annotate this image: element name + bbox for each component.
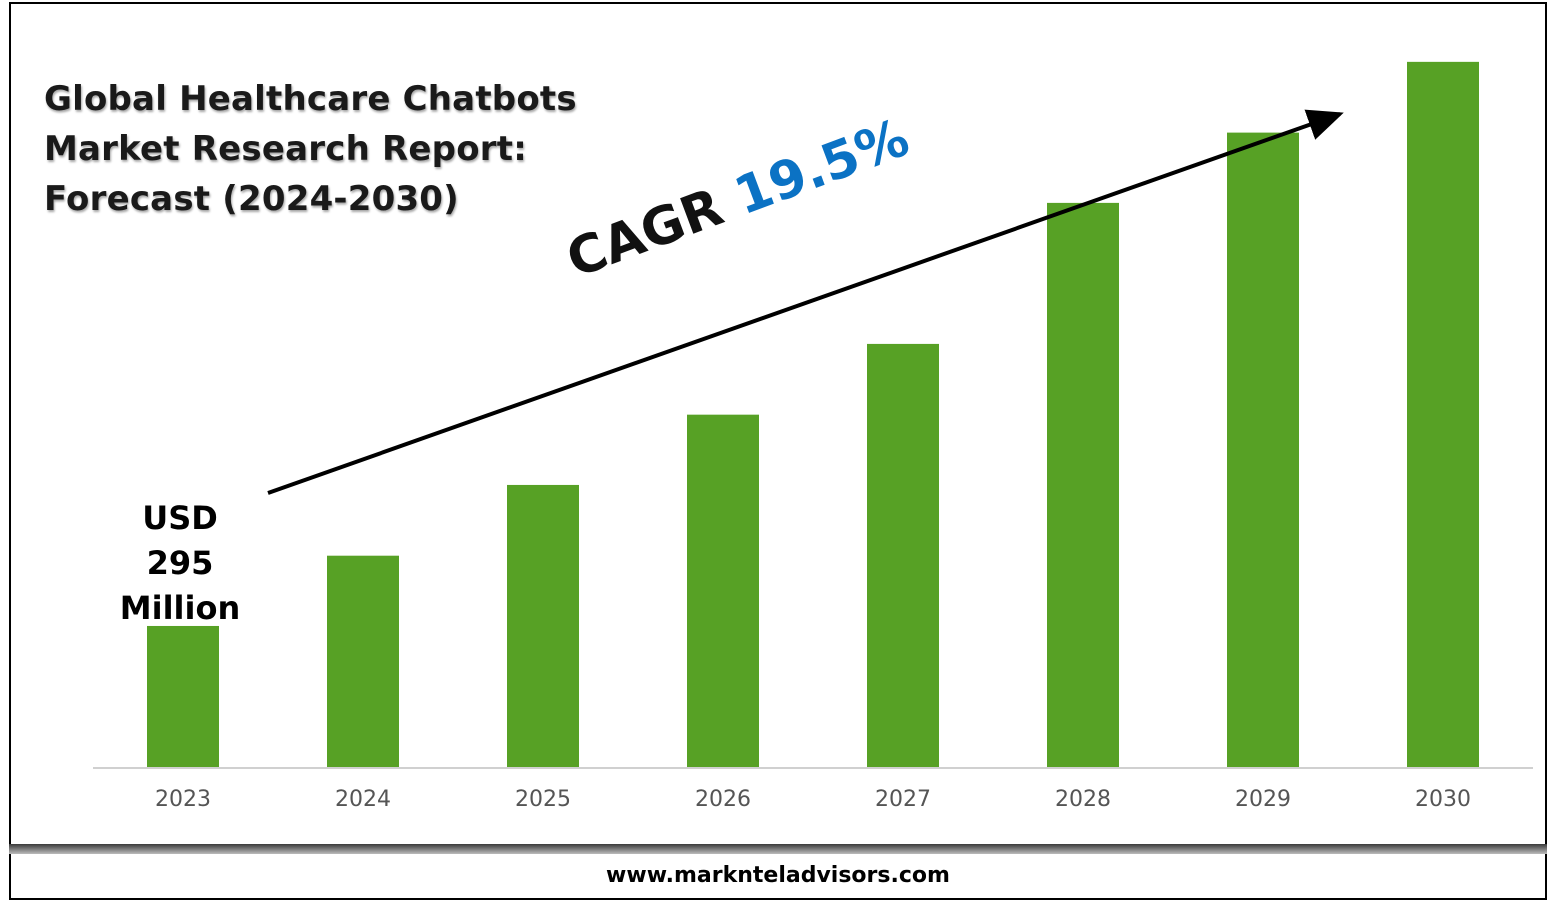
bar-2028 [1047, 202, 1119, 768]
bar-2030 [1407, 61, 1479, 767]
first-value-annotation-text: USD 295 Million [119, 499, 241, 627]
growth-arrow [267, 109, 1344, 495]
footer-url: www.marknteladvisors.com [606, 863, 950, 888]
x-tick-label-2025: 2025 [515, 787, 571, 812]
bar-2023 [147, 625, 219, 767]
bar-2026 [687, 414, 759, 767]
x-tick-label-2030: 2030 [1415, 787, 1471, 812]
bar-2024 [327, 555, 399, 767]
bar-2029 [1227, 132, 1299, 767]
bar-2025 [507, 484, 579, 767]
first-value-annotation: USD 295 Million [95, 496, 265, 631]
footer-divider [9, 844, 1547, 854]
x-tick-label-2026: 2026 [695, 787, 751, 812]
x-tick-label-2027: 2027 [875, 787, 931, 812]
x-tick-label-2024: 2024 [335, 787, 391, 812]
x-tick-label-2023: 2023 [155, 787, 211, 812]
x-tick-label-2028: 2028 [1055, 787, 1111, 812]
bar-2027 [867, 343, 939, 767]
chart-title: Global Healthcare Chatbots Market Resear… [44, 79, 577, 219]
x-tick-label-2029: 2029 [1235, 787, 1291, 812]
